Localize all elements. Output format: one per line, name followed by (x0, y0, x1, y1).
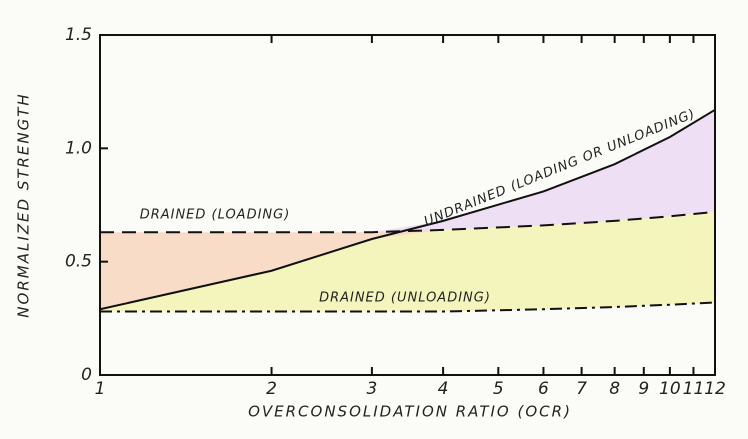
line-series (99, 108, 716, 311)
y-tick-label: 1.0 (65, 138, 92, 158)
x-tick-label: 10 (659, 379, 681, 399)
plot-frame (99, 34, 716, 376)
series-label: DRAINED (UNLOADING) (319, 291, 491, 306)
x-tick-label: 9 (638, 379, 649, 399)
x-tick-label: 1 (95, 379, 106, 399)
y-tick-label: 0 (81, 365, 92, 385)
x-tick-label: 12 (704, 379, 726, 399)
x-tick-label: 3 (366, 379, 377, 399)
shaded-region (100, 109, 715, 233)
shaded-region (100, 211, 715, 312)
series-label: DRAINED (LOADING) (140, 208, 291, 223)
y-tick-label: 1.5 (65, 25, 92, 45)
shaded-region (100, 211, 715, 310)
x-axis-label: OVERCONSOLIDATION RATIO (OCR) (248, 403, 572, 421)
x-tick-label: 4 (438, 379, 449, 399)
y-axis-label: NORMALIZED STRENGTH (15, 92, 33, 317)
x-tick-label: 6 (538, 379, 549, 399)
x-tick-label: 2 (266, 379, 277, 399)
line-series (100, 210, 716, 234)
y-tick-label: 0.5 (65, 252, 92, 272)
x-tick-label: 11 (683, 379, 705, 399)
x-tick-label: 5 (493, 379, 504, 399)
line-series (100, 301, 716, 313)
x-tick-label: 7 (576, 379, 587, 399)
x-tick-label: 8 (609, 379, 620, 399)
